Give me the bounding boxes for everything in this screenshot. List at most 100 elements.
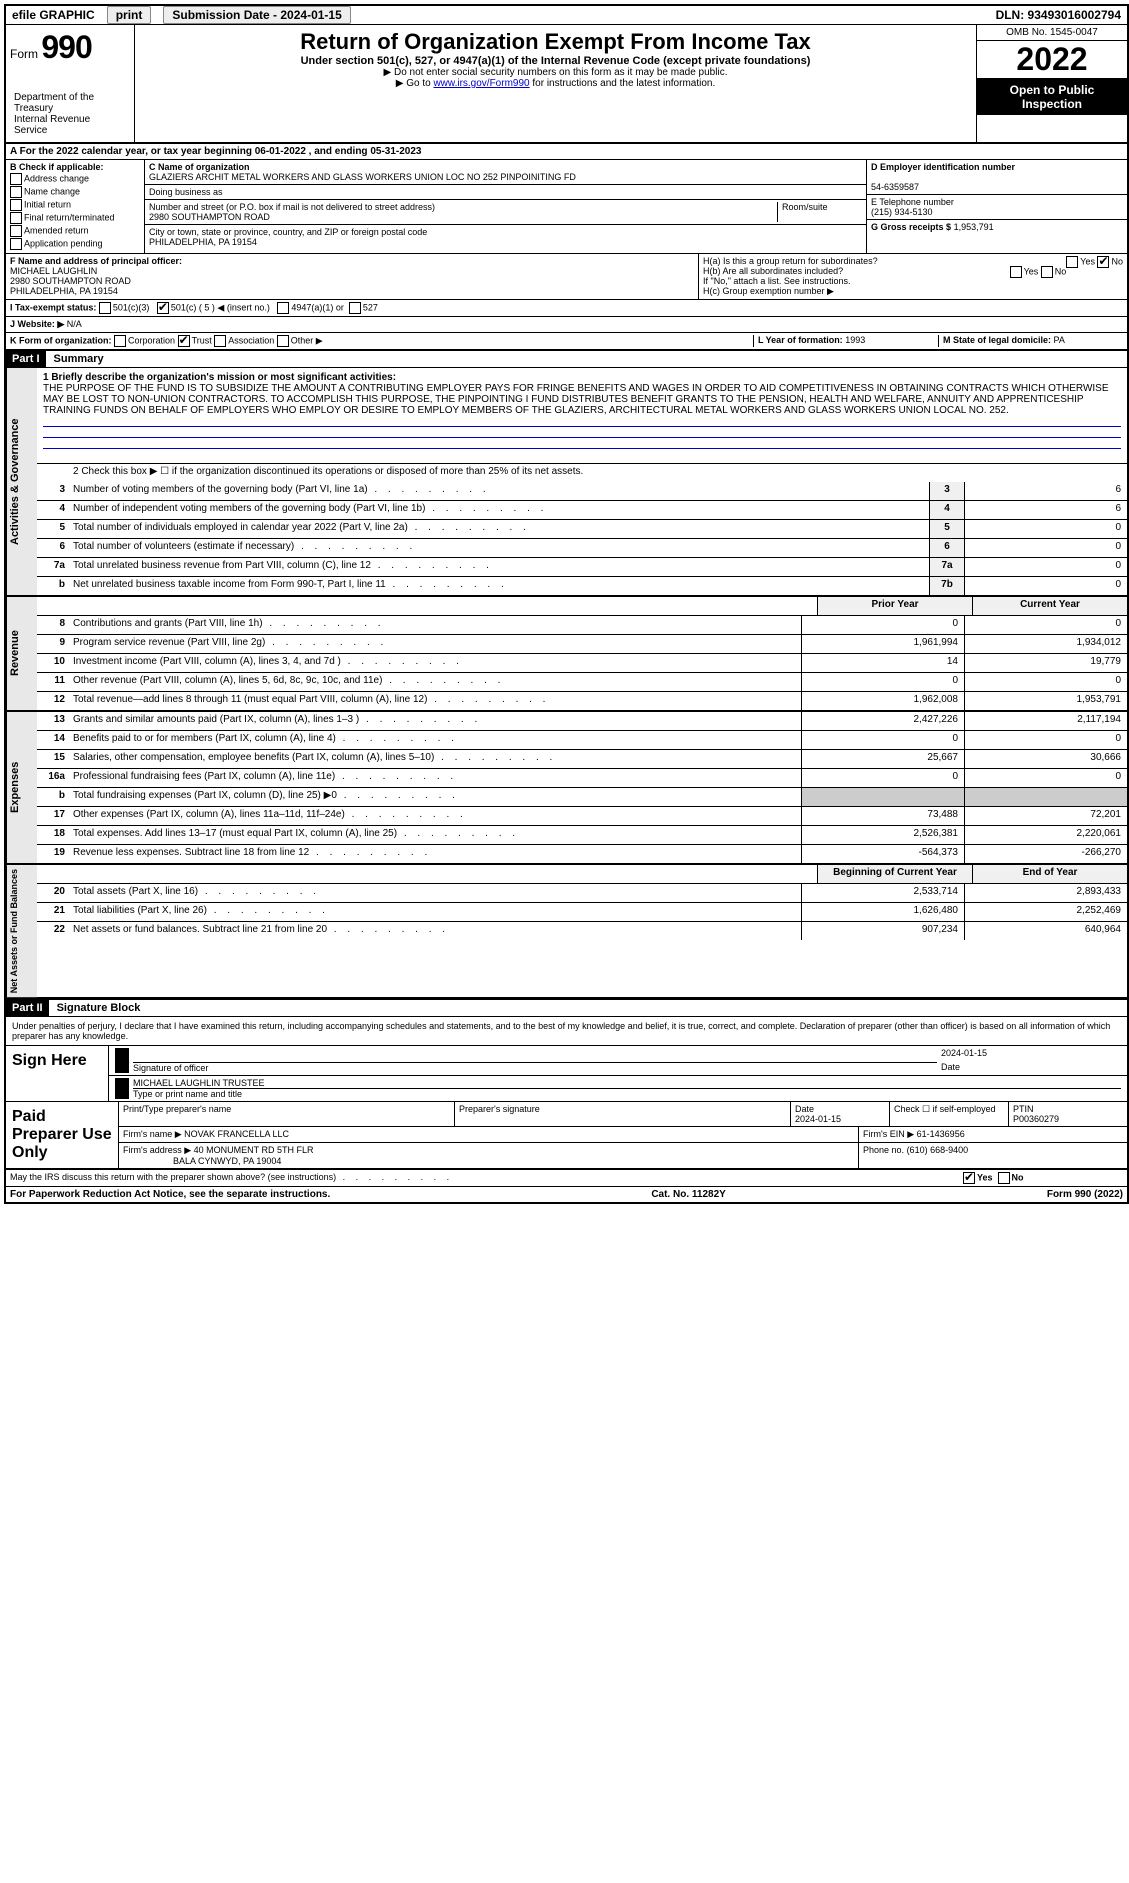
submission-date-button[interactable]: Submission Date - 2024-01-15	[163, 6, 350, 24]
chk-hb-no[interactable]	[1041, 266, 1053, 278]
irs-link[interactable]: www.irs.gov/Form990	[433, 78, 529, 89]
chk-corp[interactable]	[114, 335, 126, 347]
signature-block: Under penalties of perjury, I declare th…	[6, 1017, 1127, 1187]
table-row: 12Total revenue—add lines 8 through 11 (…	[37, 692, 1127, 710]
officer-name: MICHAEL LAUGHLIN	[10, 266, 97, 276]
mission-text: THE PURPOSE OF THE FUND IS TO SUBSIDIZE …	[43, 383, 1109, 416]
table-row: 6Total number of volunteers (estimate if…	[37, 539, 1127, 558]
arrow-icon	[115, 1078, 129, 1099]
sign-here-row: Sign Here Signature of officer 2024-01-1…	[6, 1046, 1127, 1102]
prior-year-header: Prior Year	[817, 597, 972, 615]
form-subtitle: Under section 501(c), 527, or 4947(a)(1)…	[143, 55, 968, 67]
l-value: 1993	[845, 335, 865, 345]
goto-note: ▶ Go to www.irs.gov/Form990 for instruct…	[143, 78, 968, 89]
form-prefix: Form	[10, 47, 38, 61]
website-value: N/A	[67, 319, 82, 329]
chk-address-change[interactable]	[10, 173, 22, 185]
firm-ein: 61-1436956	[917, 1129, 965, 1139]
h-block: H(a) Is this a group return for subordin…	[699, 254, 1127, 299]
footer-center: Cat. No. 11282Y	[651, 1189, 725, 1200]
officer-addr2: PHILADELPHIA, PA 19154	[10, 286, 118, 296]
date-label: Date	[941, 1062, 960, 1072]
chk-other[interactable]	[277, 335, 289, 347]
col-d: D Employer identification number 54-6359…	[867, 160, 1127, 253]
sig-officer-label: Signature of officer	[133, 1063, 208, 1073]
sign-here-label: Sign Here	[6, 1046, 108, 1101]
table-row: 15Salaries, other compensation, employee…	[37, 750, 1127, 769]
gross-label: G Gross receipts $	[871, 222, 951, 232]
table-row: 16aProfessional fundraising fees (Part I…	[37, 769, 1127, 788]
form-container: efile GRAPHIC print Submission Date - 20…	[4, 4, 1129, 1204]
phone-label: E Telephone number	[871, 197, 954, 207]
print-name-label: Print/Type preparer's name	[119, 1102, 455, 1126]
table-row: 14Benefits paid to or for members (Part …	[37, 731, 1127, 750]
ssn-note: ▶ Do not enter social security numbers o…	[143, 67, 968, 78]
chk-amended[interactable]	[10, 225, 22, 237]
current-year-header: Current Year	[972, 597, 1127, 615]
table-row: 19Revenue less expenses. Subtract line 1…	[37, 845, 1127, 863]
tax-status-row: I Tax-exempt status: 501(c)(3) 501(c) ( …	[6, 300, 1127, 317]
prep-sig-label: Preparer's signature	[455, 1102, 791, 1126]
table-row: 20Total assets (Part X, line 16)2,533,71…	[37, 884, 1127, 903]
chk-trust[interactable]	[178, 335, 190, 347]
row-a-text: A For the 2022 calendar year, or tax yea…	[10, 146, 421, 157]
col-c: C Name of organization GLAZIERS ARCHIT M…	[144, 160, 867, 253]
officer-label: F Name and address of principal officer:	[10, 256, 182, 266]
chk-ha-no[interactable]	[1097, 256, 1109, 268]
chk-501c[interactable]	[157, 302, 169, 314]
part1-title: Summary	[46, 353, 104, 365]
row-a: A For the 2022 calendar year, or tax yea…	[6, 144, 1127, 160]
chk-527[interactable]	[349, 302, 361, 314]
city-label: City or town, state or province, country…	[149, 227, 427, 237]
print-button[interactable]: print	[107, 6, 152, 24]
arrow-icon	[115, 1048, 129, 1073]
sig-intro: Under penalties of perjury, I declare th…	[6, 1017, 1127, 1046]
h-a-label: H(a) Is this a group return for subordin…	[703, 256, 878, 266]
ein-value: 54-6359587	[871, 182, 919, 192]
chk-final-return[interactable]	[10, 212, 22, 224]
net-section: Net Assets or Fund Balances Beginning of…	[6, 865, 1127, 999]
part2-title: Signature Block	[49, 1002, 141, 1014]
omb-number: OMB No. 1545-0047	[977, 25, 1127, 41]
l-label: L Year of formation:	[758, 335, 843, 345]
m-label: M State of legal domicile:	[943, 335, 1051, 345]
chk-initial-return[interactable]	[10, 199, 22, 211]
table-row: 10Investment income (Part VIII, column (…	[37, 654, 1127, 673]
room-label: Room/suite	[782, 202, 828, 212]
gov-section: Activities & Governance 1 Briefly descri…	[6, 368, 1127, 597]
sig-date: 2024-01-15	[941, 1048, 1121, 1062]
street-address: 2980 SOUTHAMPTON ROAD	[149, 212, 270, 222]
chk-ha-yes[interactable]	[1066, 256, 1078, 268]
addr-label: Number and street (or P.O. box if mail i…	[149, 202, 435, 212]
table-row: 11Other revenue (Part VIII, column (A), …	[37, 673, 1127, 692]
dept-label: Department of the Treasury Internal Reve…	[10, 90, 130, 138]
chk-assoc[interactable]	[214, 335, 226, 347]
chk-501c3[interactable]	[99, 302, 111, 314]
chk-discuss-no[interactable]	[998, 1172, 1010, 1184]
firm-addr2: BALA CYNWYD, PA 19004	[173, 1156, 281, 1166]
table-row: 9Program service revenue (Part VIII, lin…	[37, 635, 1127, 654]
chk-name-change[interactable]	[10, 186, 22, 198]
chk-discuss-yes[interactable]	[963, 1172, 975, 1184]
type-name-label: Type or print name and title	[133, 1089, 242, 1099]
header-right: OMB No. 1545-0047 2022 Open to Public In…	[976, 25, 1127, 142]
efile-label: efile GRAPHIC	[6, 6, 101, 24]
chk-application[interactable]	[10, 238, 22, 250]
part1-header-row: Part I Summary	[6, 350, 1127, 368]
col-b-label: B Check if applicable:	[10, 162, 104, 172]
chk-4947[interactable]	[277, 302, 289, 314]
footer-right: Form 990 (2022)	[1047, 1189, 1123, 1200]
table-row: 18Total expenses. Add lines 13–17 (must …	[37, 826, 1127, 845]
table-row: 21Total liabilities (Part X, line 26)1,6…	[37, 903, 1127, 922]
part1-badge: Part I	[6, 351, 46, 367]
paid-preparer-label: Paid Preparer Use Only	[6, 1102, 118, 1168]
table-row: 22Net assets or fund balances. Subtract …	[37, 922, 1127, 940]
table-row: bNet unrelated business taxable income f…	[37, 577, 1127, 595]
side-net: Net Assets or Fund Balances	[6, 865, 37, 997]
self-employed-check: Check ☐ if self-employed	[890, 1102, 1009, 1126]
side-exp: Expenses	[6, 712, 37, 863]
table-row: 3Number of voting members of the governi…	[37, 482, 1127, 501]
chk-hb-yes[interactable]	[1010, 266, 1022, 278]
table-row: 17Other expenses (Part IX, column (A), l…	[37, 807, 1127, 826]
city-value: PHILADELPHIA, PA 19154	[149, 237, 257, 247]
